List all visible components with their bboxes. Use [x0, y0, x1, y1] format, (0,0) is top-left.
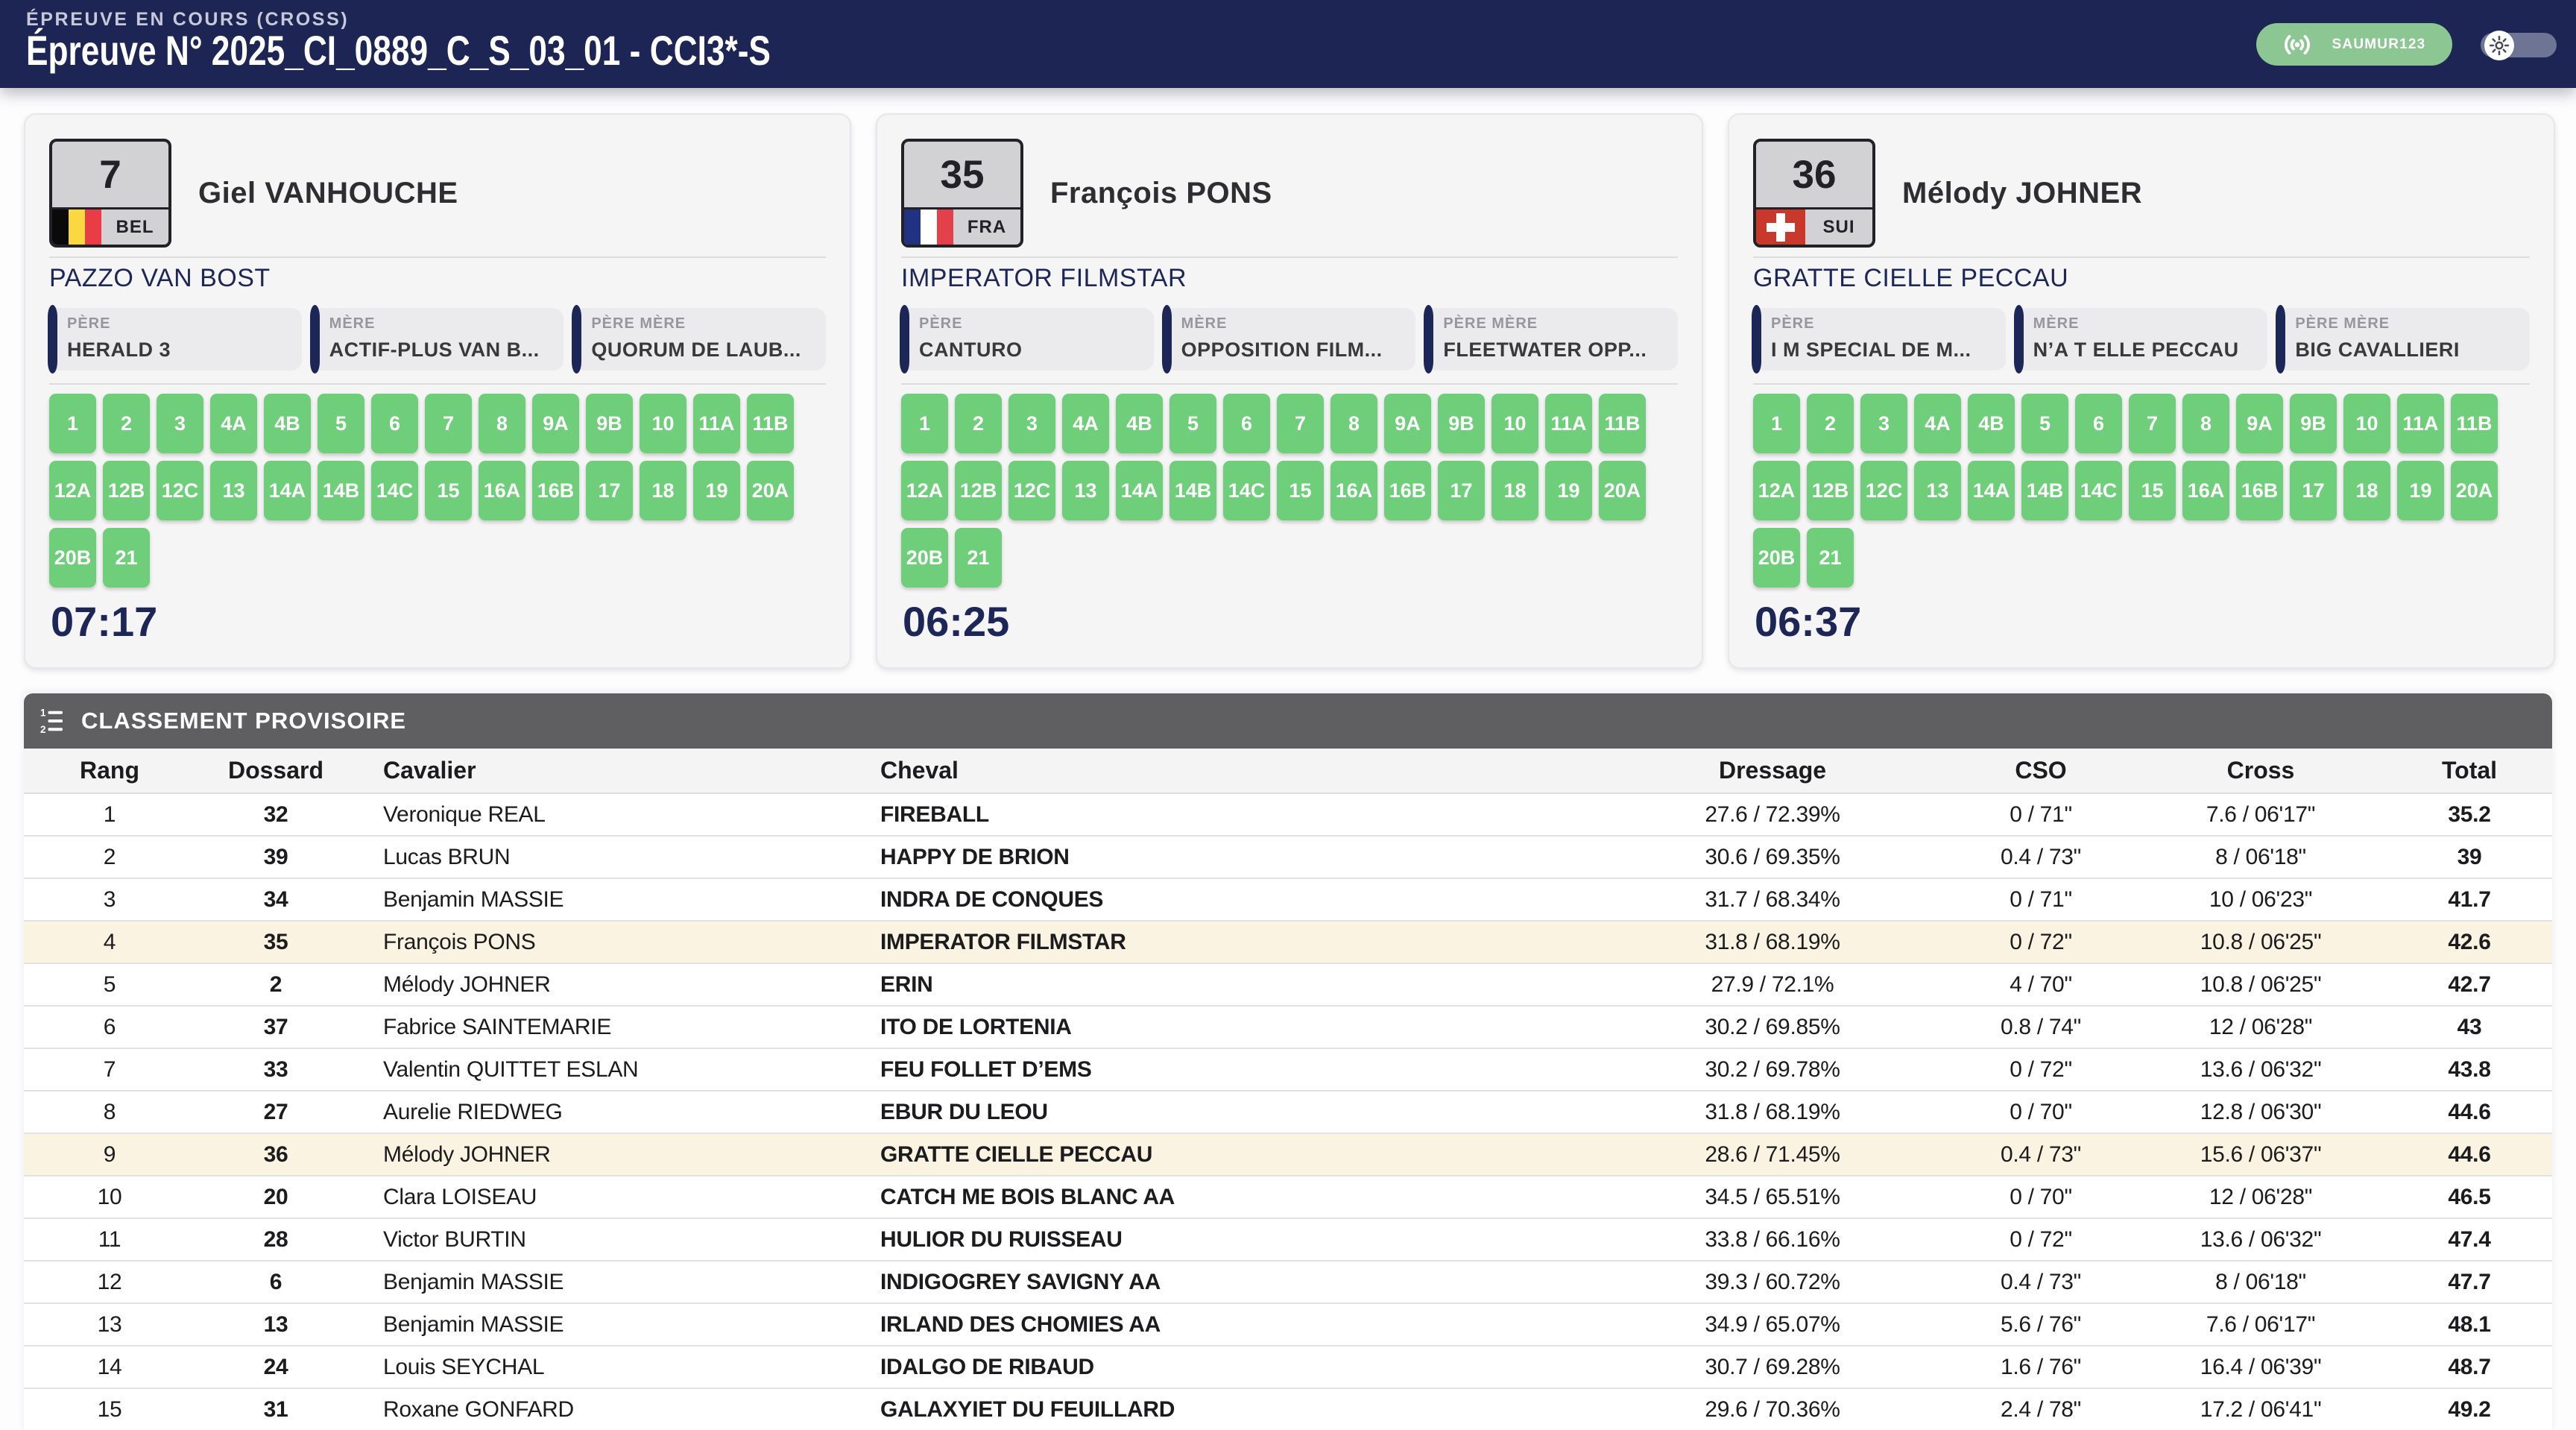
svg-text:2: 2: [40, 724, 46, 734]
svg-text:1: 1: [40, 708, 46, 718]
